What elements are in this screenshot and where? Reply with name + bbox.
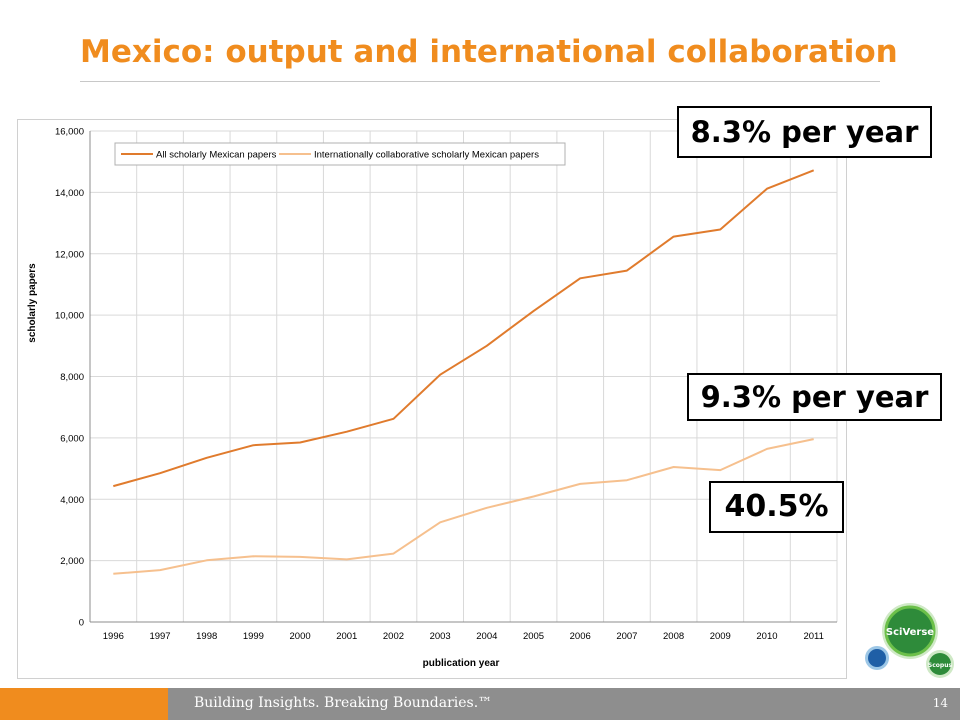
callout-intl-share: 40.5% xyxy=(709,481,844,533)
callout-all-growth: 8.3% per year xyxy=(677,106,932,158)
footer-accent-block xyxy=(0,688,168,720)
y-tick-label: 10,000 xyxy=(55,311,84,322)
footer-bar: Building Insights. Breaking Boundaries.™… xyxy=(0,688,960,720)
y-axis-label: scholarly papers xyxy=(27,263,38,343)
series-line-all xyxy=(113,169,815,488)
y-tick-label: 12,000 xyxy=(55,249,84,260)
y-tick-label: 14,000 xyxy=(55,188,84,199)
series-line-intl xyxy=(113,438,814,575)
scopus-circle xyxy=(929,653,951,675)
x-tick-label: 2005 xyxy=(523,631,544,642)
x-tick-label: 2008 xyxy=(663,631,684,642)
legend-label-all: All scholarly Mexican papers xyxy=(156,150,277,161)
chart-legend: All scholarly Mexican papers Internation… xyxy=(114,142,566,166)
y-tick-label: 0 xyxy=(79,618,84,629)
x-tick-label: 1996 xyxy=(103,631,124,642)
x-tick-label: 2002 xyxy=(383,631,404,642)
y-axis-ticks: 0 2,000 4,000 6,000 8,000 10,000 12,000 14,000 1… xyxy=(55,127,84,629)
x-axis-label: publication year xyxy=(423,658,500,669)
slide-title: Mexico: output and international collabo… xyxy=(80,34,898,70)
scopus-label: Scopus xyxy=(928,662,953,669)
x-tick-label: 1999 xyxy=(243,631,264,642)
sciverse-scopus-logo: SciVerse Scopus xyxy=(865,603,954,678)
legend-label-intl: Internationally collaborative scholarly … xyxy=(314,150,539,161)
x-tick-label: 2009 xyxy=(710,631,731,642)
line-chart: 0 2,000 4,000 6,000 8,000 10,000 12,000 14,000 1… xyxy=(27,127,838,669)
x-tick-label: 1997 xyxy=(149,631,170,642)
chart-series xyxy=(113,169,815,575)
sciverse-circle xyxy=(884,605,936,657)
y-tick-label: 6,000 xyxy=(60,433,84,444)
title-divider xyxy=(80,81,880,82)
y-tick-label: 2,000 xyxy=(60,556,84,567)
callout-intl-growth: 9.3% per year xyxy=(687,373,942,421)
x-tick-label: 2001 xyxy=(336,631,357,642)
x-tick-label: 2007 xyxy=(616,631,637,642)
x-tick-label: 2006 xyxy=(570,631,591,642)
chart-grid xyxy=(89,130,838,623)
footer-tagline: Building Insights. Breaking Boundaries.™ xyxy=(194,695,493,711)
x-tick-label: 2011 xyxy=(803,631,823,642)
x-tick-label: 2010 xyxy=(756,631,777,642)
x-tick-label: 1998 xyxy=(196,631,217,642)
sciverse-label: SciVerse xyxy=(886,627,934,638)
y-tick-label: 8,000 xyxy=(60,372,84,383)
y-tick-label: 16,000 xyxy=(55,127,84,138)
x-axis-ticks: 1996 1997 1998 1999 2000 2001 2002 2003 2004 2005… xyxy=(103,631,824,642)
x-tick-label: 2004 xyxy=(476,631,497,642)
legend-box xyxy=(114,142,566,166)
x-tick-label: 2000 xyxy=(290,631,311,642)
y-tick-label: 4,000 xyxy=(60,495,84,506)
x-tick-label: 2003 xyxy=(430,631,451,642)
page-number: 14 xyxy=(932,696,948,710)
blue-circle xyxy=(868,649,886,667)
